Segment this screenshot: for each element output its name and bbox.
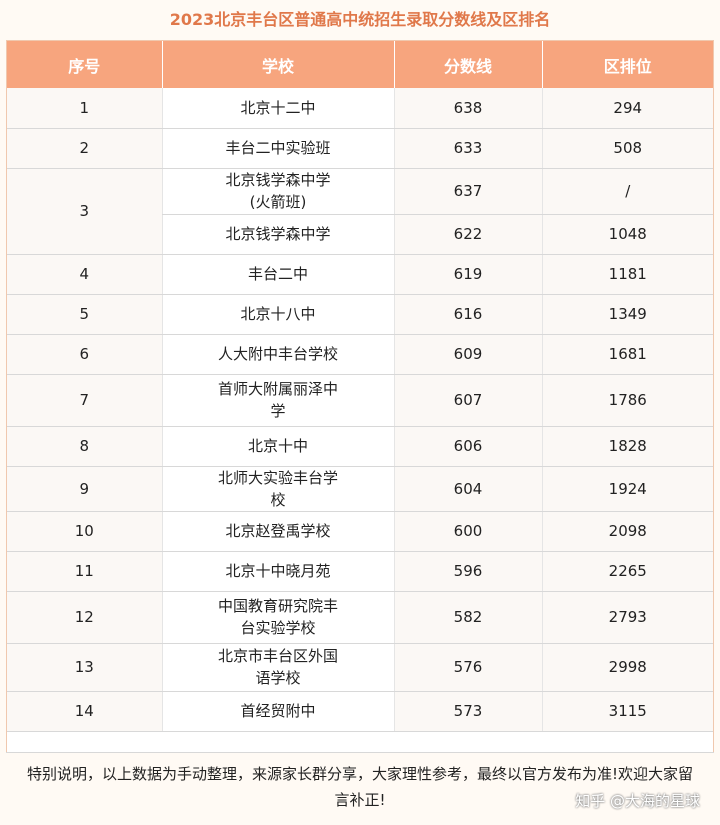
row-rank: 2793 [541, 591, 713, 644]
row-score: 607 [394, 374, 542, 427]
header-school: 学校 [162, 41, 395, 88]
row-no: 13 [7, 643, 162, 692]
row-no: 8 [7, 426, 162, 467]
row-school: 人大附中丰台学校 [161, 334, 395, 375]
row-no: 4 [7, 254, 162, 295]
row-no: 11 [7, 551, 162, 592]
row-no: 7 [7, 374, 162, 427]
row-rank: 1828 [541, 426, 713, 467]
row-no: 5 [7, 294, 162, 335]
row-rank: 2098 [541, 511, 713, 552]
row-score: 609 [394, 334, 542, 375]
watermark: 知乎 @大海的星球 [575, 792, 700, 810]
table-row: 8 北京十中 606 1828 [7, 426, 713, 467]
row-rank: 1786 [541, 374, 713, 427]
table-row: 11 北京十中晓月苑 596 2265 [7, 551, 713, 592]
row-score: 638 [394, 88, 542, 129]
row-rank: 1048 [541, 214, 713, 255]
row-school: 北京十八中 [161, 294, 395, 335]
row-score: 619 [394, 254, 542, 295]
row-school: 北京钱学森中学 [161, 214, 395, 255]
row-score: 616 [394, 294, 542, 335]
row-rank: 1181 [541, 254, 713, 295]
row-school: 北京市丰台区外国 语学校 [161, 643, 395, 692]
table-row: 14 首经贸附中 573 3115 [7, 691, 713, 732]
table-row: 3 北京钱学森中学 (火箭班) 637/ [7, 168, 713, 255]
row-no: 12 [7, 591, 162, 644]
row-rank: 1349 [541, 294, 713, 335]
row-score: 582 [394, 591, 542, 644]
header-rank: 区排位 [542, 41, 713, 88]
row-school: 首师大附属丽泽中 学 [161, 374, 395, 427]
row-rank: 508 [541, 128, 713, 169]
row-score: 604 [394, 466, 542, 512]
row-no: 14 [7, 691, 162, 732]
row-rank: / [541, 168, 713, 215]
row-school: 北京十中 [161, 426, 395, 467]
row-rank: 3115 [541, 691, 713, 732]
row-school: 北京十中晓月苑 [161, 551, 395, 592]
row-no: 1 [7, 88, 162, 129]
row-rank: 1681 [541, 334, 713, 375]
row-score: 637 [394, 168, 542, 215]
row-school: 中国教育研究院丰 台实验学校 [161, 591, 395, 644]
table-row: 6 人大附中丰台学校 609 1681 [7, 334, 713, 375]
row-school: 首经贸附中 [161, 691, 395, 732]
table-row: 北京钱学森中学 622 1048 [7, 214, 713, 255]
page-title: 2023北京丰台区普通高中统招生录取分数线及区排名 [169, 10, 551, 29]
header-no: 序号 [7, 41, 163, 88]
table-row: 2 丰台二中实验班 633 508 [7, 128, 713, 169]
row-school: 北京十二中 [161, 88, 395, 129]
table-body: 1 北京十二中 638 294 2 丰台二中实验班 633 508 3 北京钱学森中学 (火箭班)… [7, 88, 713, 732]
table-row: 10 北京赵登禹学校 600 2098 [7, 511, 713, 552]
table-header-row: 序号 学校 分数线 区排位 [7, 41, 713, 88]
table-row: 9 北师大实验丰台学 校 604 1924 [7, 466, 713, 512]
row-score: 622 [394, 214, 542, 255]
row-no: 6 [7, 334, 162, 375]
row-rank: 1924 [541, 466, 713, 512]
row-rank: 2998 [541, 643, 713, 692]
row-score: 596 [394, 551, 542, 592]
row-rank: 2265 [541, 551, 713, 592]
disclaimer-note: 特别说明，以上数据为手动整理，来源家长群分享，大家理性参考，最终以官方发布为准!… [6, 752, 714, 819]
row-score: 633 [394, 128, 542, 169]
row-no: 10 [7, 511, 162, 552]
score-table: 序号 学校 分数线 区排位 1 北京十二中 638 294 2 丰台二中实验班 633 508… [7, 41, 713, 732]
score-table-frame: 序号 学校 分数线 区排位 1 北京十二中 638 294 2 丰台二中实验班 633 508… [6, 40, 714, 819]
row-school: 北京钱学森中学 (火箭班) [161, 168, 395, 215]
row-no: 3 [7, 168, 162, 255]
row-rank: 294 [541, 88, 713, 129]
row-school: 北京赵登禹学校 [161, 511, 395, 552]
row-no: 2 [7, 128, 162, 169]
table-row: 5 北京十八中 616 1349 [7, 294, 713, 335]
header-score: 分数线 [394, 41, 543, 88]
row-school: 丰台二中 [161, 254, 395, 295]
table-row: 12 中国教育研究院丰 台实验学校 582 2793 [7, 591, 713, 644]
row-score: 573 [394, 691, 542, 732]
table-row: 4 丰台二中 619 1181 [7, 254, 713, 295]
table-row: 1 北京十二中 638 294 [7, 88, 713, 129]
row-school: 丰台二中实验班 [161, 128, 395, 169]
row-no: 9 [7, 466, 162, 512]
row-score: 576 [394, 643, 542, 692]
row-score: 600 [394, 511, 542, 552]
row-score: 606 [394, 426, 542, 467]
row-school: 北师大实验丰台学 校 [161, 466, 395, 512]
table-row: 7 首师大附属丽泽中 学 607 1786 [7, 374, 713, 427]
table-row: 13 北京市丰台区外国 语学校 576 2998 [7, 643, 713, 692]
